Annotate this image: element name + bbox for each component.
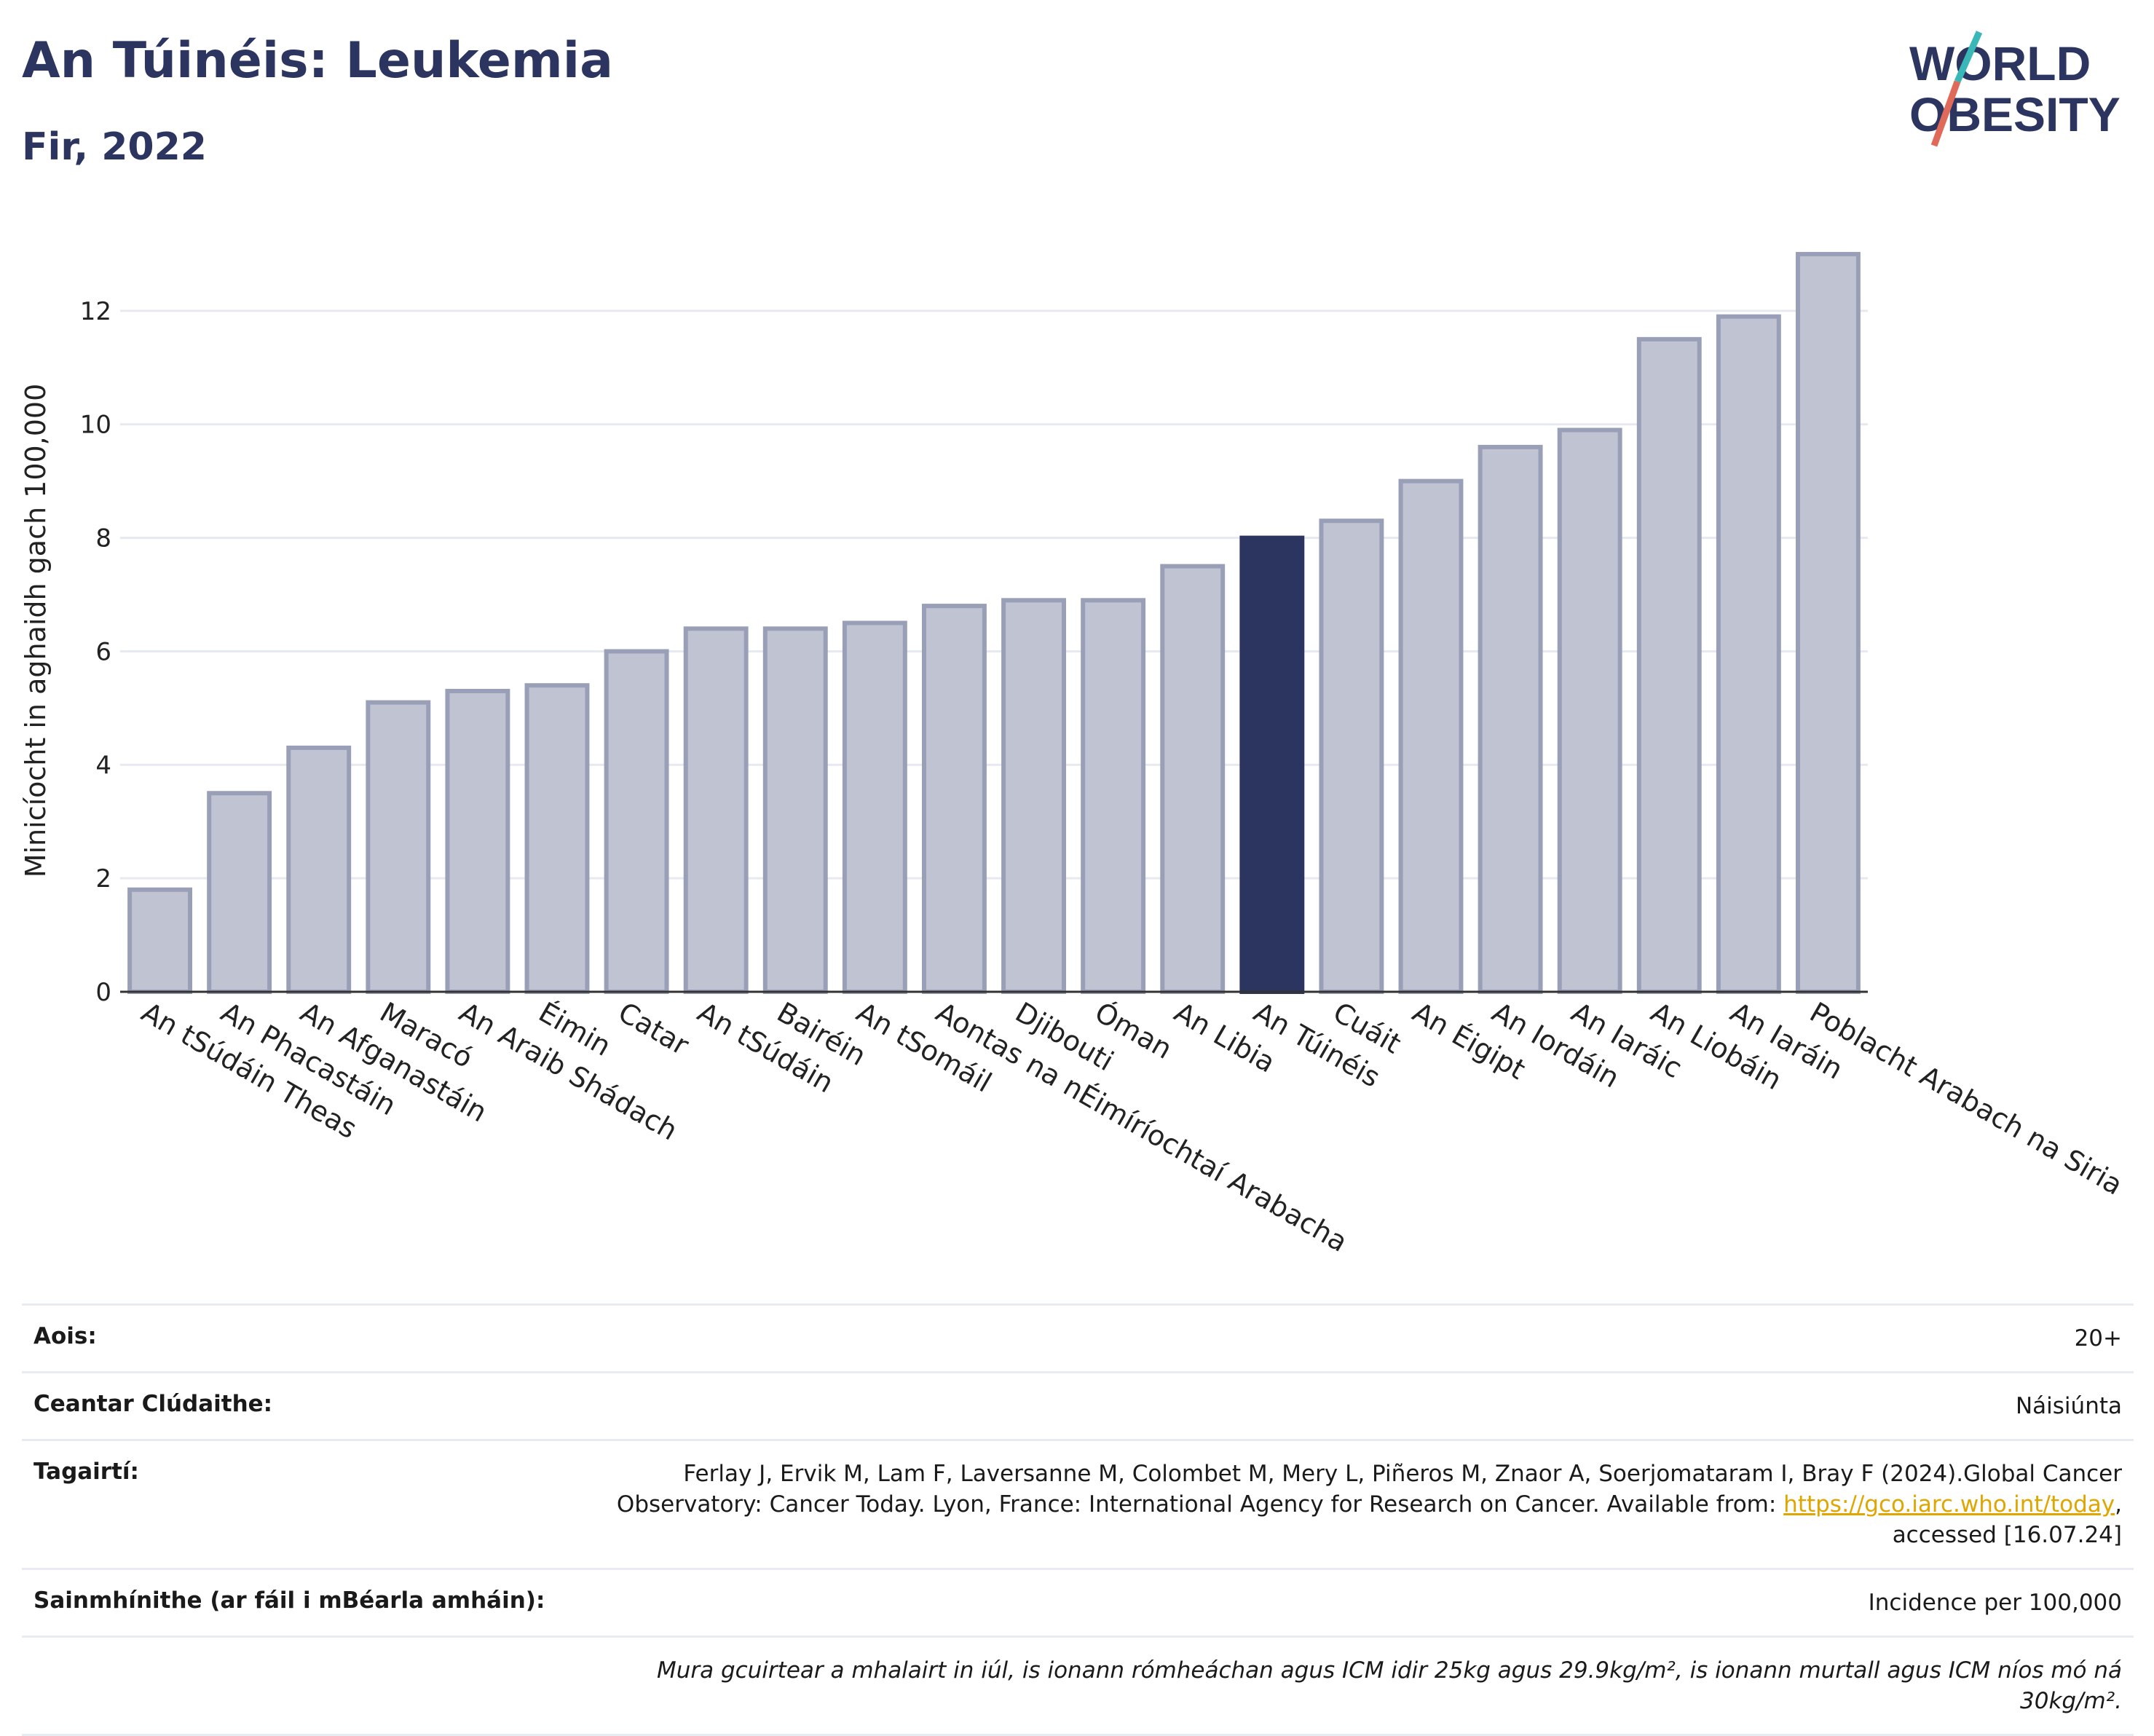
references-text: Ferlay J, Ervik M, Lam F, Laversanne M, … xyxy=(616,1461,2122,1518)
bar xyxy=(1557,427,1622,994)
references-label: Tagairtí: xyxy=(33,1459,139,1485)
bar xyxy=(286,745,352,995)
page-subtitle: Fir, 2022 xyxy=(22,125,207,169)
page-title: An Túinéis: Leukemia xyxy=(22,32,613,90)
bar xyxy=(366,700,431,994)
logo-slash-teal xyxy=(1954,31,1983,83)
bars xyxy=(127,251,1861,995)
logo-slash-coral xyxy=(1930,80,1961,147)
info-row-note: Mura gcuirtear a mhalairt in iúl, is ion… xyxy=(22,1636,2134,1736)
bar-highlighted xyxy=(1239,535,1305,994)
x-tick-label: Poblacht Arabach na Siria xyxy=(1804,996,2128,1202)
definitions-label: Sainmhínithe (ar fáil i mBéarla amháin): xyxy=(33,1587,545,1614)
bar xyxy=(1478,444,1543,994)
bar xyxy=(1636,336,1702,994)
bar xyxy=(1319,518,1384,994)
info-row-coverage: Ceantar Clúdaithe: Náisiúnta xyxy=(22,1371,2134,1439)
definitions-value: Incidence per 100,000 xyxy=(1868,1590,2122,1616)
coverage-label: Ceantar Clúdaithe: xyxy=(33,1391,273,1417)
y-tick-label: 10 xyxy=(80,411,111,440)
info-row-definitions: Sainmhínithe (ar fáil i mBéarla amháin):… xyxy=(22,1568,2134,1636)
y-tick-label: 4 xyxy=(95,751,111,780)
info-row-age: Aois: 20+ xyxy=(22,1303,2134,1371)
age-label: Aois: xyxy=(33,1323,97,1349)
logo-line1: WORLD xyxy=(1909,36,2091,90)
y-tick-label: 2 xyxy=(95,864,111,893)
bar xyxy=(207,791,272,995)
obesity-note: Mura gcuirtear a mhalairt in iúl, is ion… xyxy=(656,1657,2122,1714)
y-axis-label: Minicíocht in aghaidh gach 100,000 xyxy=(20,384,52,878)
info-row-references: Tagairtí: Ferlay J, Ervik M, Lam F, Lave… xyxy=(22,1439,2134,1568)
x-tick-label: Catar xyxy=(613,996,695,1062)
coverage-value: Náisiúnta xyxy=(2015,1393,2122,1419)
bar xyxy=(842,620,907,995)
bar xyxy=(1398,478,1464,994)
y-tick-label: 8 xyxy=(95,524,111,553)
bar xyxy=(683,626,749,994)
info-table: Aois: 20+ Ceantar Clúdaithe: Náisiúnta T… xyxy=(22,1303,2134,1736)
age-value: 20+ xyxy=(2074,1325,2122,1352)
bar xyxy=(922,604,987,994)
bar xyxy=(127,887,192,994)
references-value: Ferlay J, Ervik M, Lam F, Laversanne M, … xyxy=(593,1459,2122,1550)
bar xyxy=(1716,314,1781,995)
y-tick-label: 12 xyxy=(80,297,111,326)
y-tick-label: 6 xyxy=(95,637,111,666)
bar xyxy=(762,626,828,994)
bar xyxy=(604,649,669,994)
bar xyxy=(1796,251,1861,994)
bar xyxy=(445,688,510,995)
y-tick-labels: 0 2 4 6 8 10 12 xyxy=(80,297,111,1007)
bar xyxy=(1001,598,1067,994)
bar xyxy=(1160,564,1226,994)
world-obesity-logo: WORLD OBESITY xyxy=(1909,31,2121,147)
references-accessed: , accessed [16.07.24] xyxy=(1892,1491,2122,1548)
bar xyxy=(1081,598,1146,994)
references-link[interactable]: https://gco.iarc.who.int/today xyxy=(1783,1491,2115,1518)
bar xyxy=(524,683,590,994)
y-tick-label: 0 xyxy=(95,978,111,1007)
